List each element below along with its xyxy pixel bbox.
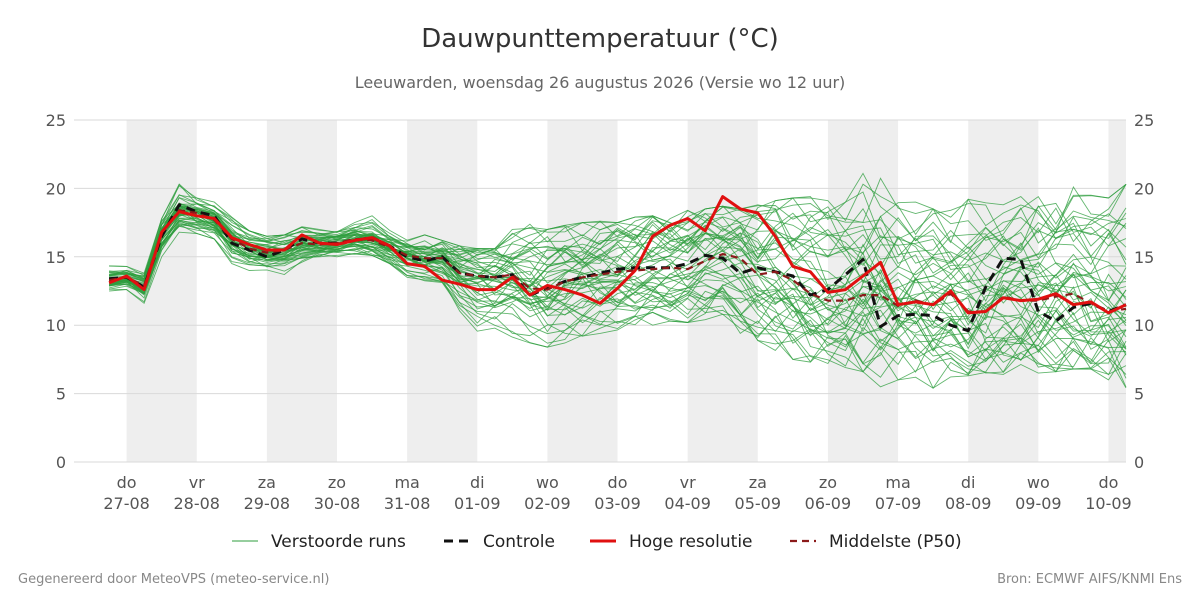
x-tick-date: 01-09	[454, 494, 501, 513]
x-tick-date: 29-08	[244, 494, 291, 513]
x-tick-day: di	[470, 473, 485, 492]
legend-label: Controle	[483, 532, 555, 552]
x-tick-date: 09-09	[1015, 494, 1062, 513]
main-series	[108, 195, 1127, 333]
x-tick-date: 28-08	[173, 494, 220, 513]
legend: Verstoorde runs Controle Hoge resolutie Mid…	[232, 532, 962, 552]
y-tick-label-right: 10	[1134, 316, 1154, 335]
x-tick-day: ma	[885, 473, 910, 492]
chart-subtitle: Leeuwarden, woensdag 26 augustus 2026 (V…	[354, 73, 846, 92]
x-tick-date: 06-09	[805, 494, 852, 513]
shaded-band	[1108, 120, 1126, 462]
ensemble-member-line	[109, 209, 1127, 279]
ensemble-member-line	[109, 211, 1127, 362]
x-tick-date: 27-08	[103, 494, 150, 513]
x-tick-day: vr	[189, 473, 205, 492]
ensemble-member-line	[109, 223, 1127, 389]
x-tick-day: do	[117, 473, 137, 492]
legend-label: Verstoorde runs	[271, 532, 406, 552]
footer-generator: Gegenereerd door MeteoVPS (meteo-service…	[18, 572, 330, 587]
ensemble-member-line	[109, 172, 1127, 274]
x-tick-date: 08-09	[945, 494, 992, 513]
legend-label: Middelste (P50)	[829, 532, 962, 552]
ensemble-member-line	[108, 225, 1127, 376]
y-tick-label-left: 25	[46, 111, 66, 130]
ensemble-member-line	[109, 197, 1127, 281]
dew-point-chart: 0 0 5 5 10 10 15 15 20 20 25 25 do 27-08 vr 28-08 za 29-…	[46, 111, 1155, 552]
x-tick-date: 30-08	[314, 494, 361, 513]
ensemble-member-line	[109, 206, 1127, 300]
x-tick-day: vr	[680, 473, 696, 492]
legend-label: Hoge resolutie	[629, 532, 753, 552]
ensemble-member-line	[109, 177, 1127, 280]
x-tick-day: za	[749, 473, 767, 492]
ensemble-member-line	[109, 223, 1127, 388]
x-tick-day: za	[258, 473, 276, 492]
x-tick-date: 02-09	[524, 494, 571, 513]
series-line-controle	[108, 203, 1127, 333]
ensemble-member-line	[109, 209, 1127, 361]
x-tick-day: di	[961, 473, 976, 492]
y-tick-label-right: 25	[1134, 111, 1154, 130]
y-tick-label-left: 15	[46, 248, 66, 267]
ensemble-runs	[108, 172, 1127, 389]
y-tick-label-left: 5	[56, 385, 66, 404]
ensemble-member-line	[109, 183, 1127, 277]
y-axis-labels: 0 0 5 5 10 10 15 15 20 20 25 25	[46, 111, 1155, 472]
y-tick-label-right: 15	[1134, 248, 1154, 267]
x-tick-date: 03-09	[594, 494, 641, 513]
shaded-band	[266, 120, 337, 462]
ensemble-member-line	[109, 231, 1127, 389]
y-tick-label-left: 20	[46, 179, 66, 198]
ensemble-member-line	[109, 211, 1127, 289]
x-tick-day: do	[608, 473, 628, 492]
y-tick-label-left: 10	[46, 316, 66, 335]
x-tick-date: 04-09	[664, 494, 711, 513]
x-tick-day: zo	[819, 473, 837, 492]
y-tick-label-right: 5	[1134, 385, 1144, 404]
y-tick-label-left: 0	[56, 453, 66, 472]
chart-title: Dauwpunttemperatuur (°C)	[421, 24, 779, 54]
x-tick-day: wo	[1027, 473, 1050, 492]
x-axis-labels: do 27-08 vr 28-08 za 29-08 zo 30-08 ma 31-08 di 01-…	[103, 473, 1131, 513]
x-tick-date: 10-09	[1085, 494, 1132, 513]
shaded-band	[407, 120, 478, 462]
x-tick-day: ma	[394, 473, 419, 492]
ensemble-member-line	[109, 204, 1127, 324]
y-tick-label-right: 0	[1134, 453, 1144, 472]
ensemble-member-line	[109, 211, 1127, 322]
ensemble-member-line	[109, 205, 1127, 311]
x-tick-date: 31-08	[384, 494, 431, 513]
x-tick-day: wo	[536, 473, 559, 492]
y-tick-label-right: 20	[1134, 179, 1154, 198]
x-tick-date: 07-09	[875, 494, 922, 513]
ensemble-member-line	[108, 210, 1127, 352]
x-tick-day: do	[1098, 473, 1118, 492]
series-line-hoge-resolutie	[108, 195, 1127, 315]
footer-source: Bron: ECMWF AIFS/KNMI Ens	[997, 572, 1182, 587]
x-tick-date: 05-09	[735, 494, 782, 513]
x-tick-day: zo	[328, 473, 346, 492]
ensemble-member-line	[109, 194, 1127, 284]
